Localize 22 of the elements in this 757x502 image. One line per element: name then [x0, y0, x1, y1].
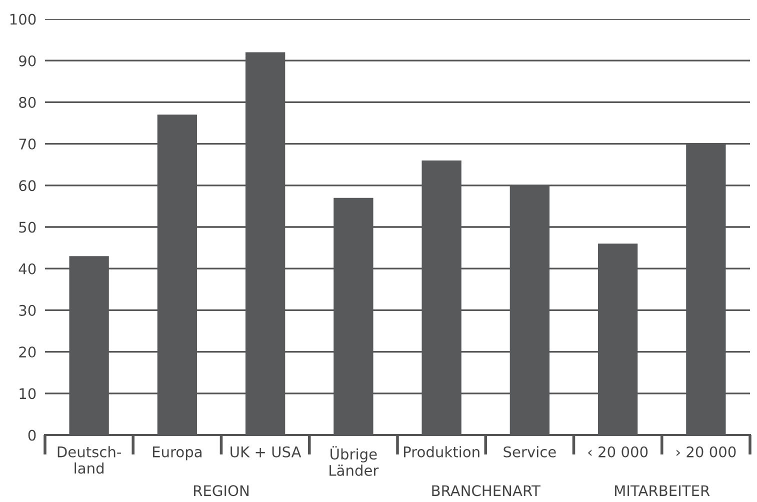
text: BRANCHENART [432, 485, 540, 496]
y-tick-label: 100 [10, 14, 36, 25]
x-tick-label: Deutsch- land [58, 446, 121, 474]
text: REGION [194, 485, 248, 496]
y-tick-label: 50 [19, 222, 36, 233]
y-tick-label: 90 [19, 55, 36, 66]
x-tick-label: Service [504, 446, 556, 458]
x-tick-label: Europa [152, 446, 202, 460]
x-tick-label: Übrige Länder [330, 446, 379, 476]
y-tick-label: 30 [19, 304, 36, 316]
x-tick-label: ‹ 20 000 [588, 446, 648, 458]
text: MITARBEITER [615, 485, 710, 496]
x-tick-label: Produktion [404, 446, 480, 458]
x-tick-label: UK + USA [230, 446, 302, 458]
x-tick-label: › 20 000 [676, 446, 736, 458]
y-tick-label: 60 [19, 180, 36, 192]
y-tick-label: 0 [28, 430, 36, 441]
y-tick-label: 20 [19, 346, 36, 358]
y-tick-label: 10 [20, 388, 36, 400]
y-tick-label: 70 [19, 138, 36, 150]
y-tick-label: 40 [18, 263, 36, 274]
y-tick-label: 80 [19, 96, 36, 108]
